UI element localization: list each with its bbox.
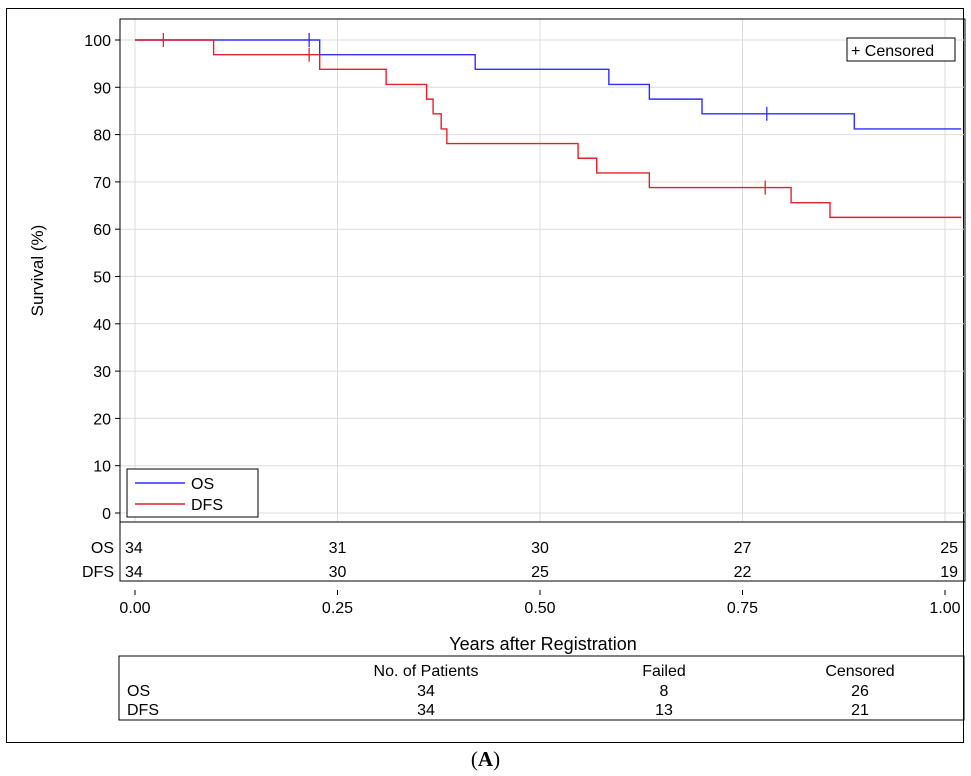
censored-legend-text: + Censored (851, 43, 934, 60)
y-tick-label: 90 (93, 80, 111, 97)
summary-cell: 13 (655, 702, 673, 719)
summary-header: Censored (825, 663, 894, 680)
y-tick-label: 80 (93, 128, 111, 145)
censored-legend-box (846, 37, 956, 62)
x-tick-label: 0.50 (524, 600, 555, 617)
y-tick-label: 100 (84, 33, 111, 50)
legend-label-dfs: DFS (191, 497, 223, 514)
at-risk-count: 25 (531, 564, 549, 581)
dfs-curve (135, 39, 962, 219)
at-risk-count: 27 (734, 540, 752, 557)
at-risk-row-label: DFS (82, 564, 114, 581)
at-risk-count: 34 (125, 564, 143, 581)
y-tick-label: 60 (93, 222, 111, 239)
summary-cell: 34 (417, 683, 435, 700)
summary-cell: 8 (660, 683, 669, 700)
summary-cell: 26 (851, 683, 869, 700)
at-risk-count: 25 (940, 540, 958, 557)
legend-label-os: OS (191, 476, 214, 493)
at-risk-row-label: OS (91, 540, 114, 557)
y-tick-label: 30 (93, 364, 111, 381)
summary-header: Failed (642, 663, 686, 680)
x-tick-label: 1.00 (929, 600, 960, 617)
at-risk-count: 30 (531, 540, 549, 557)
os-curve (135, 39, 962, 130)
x-tick-label: 0.75 (727, 600, 758, 617)
summary-row-label: DFS (127, 702, 159, 719)
series-legend-box (126, 468, 259, 518)
at-risk-count: 22 (734, 564, 752, 581)
y-tick-label: 0 (102, 506, 111, 523)
y-tick-label: 10 (93, 459, 111, 476)
y-tick-label: 50 (93, 270, 111, 287)
y-tick-label: 40 (93, 317, 111, 334)
y-axis-label: Survival (%) (28, 225, 47, 317)
at-risk-count: 31 (329, 540, 347, 557)
x-tick-label: 0.00 (119, 600, 150, 617)
at-risk-count: 34 (125, 540, 143, 557)
figure-caption: (A) (470, 747, 501, 771)
summary-row-label: OS (127, 683, 150, 700)
at-risk-box (119, 521, 966, 582)
x-axis-label: Years after Registration (449, 634, 636, 654)
at-risk-count: 19 (940, 564, 958, 581)
caption-letter: A (477, 747, 494, 771)
plot-border (119, 18, 966, 523)
x-tick-label: 0.25 (322, 600, 353, 617)
summary-cell: 21 (851, 702, 869, 719)
summary-table-border (118, 655, 965, 721)
summary-header: No. of Patients (374, 663, 479, 680)
y-tick-label: 70 (93, 175, 111, 192)
figure-frame (6, 8, 964, 743)
summary-cell: 34 (417, 702, 435, 719)
y-tick-label: 20 (93, 411, 111, 428)
at-risk-count: 30 (329, 564, 347, 581)
